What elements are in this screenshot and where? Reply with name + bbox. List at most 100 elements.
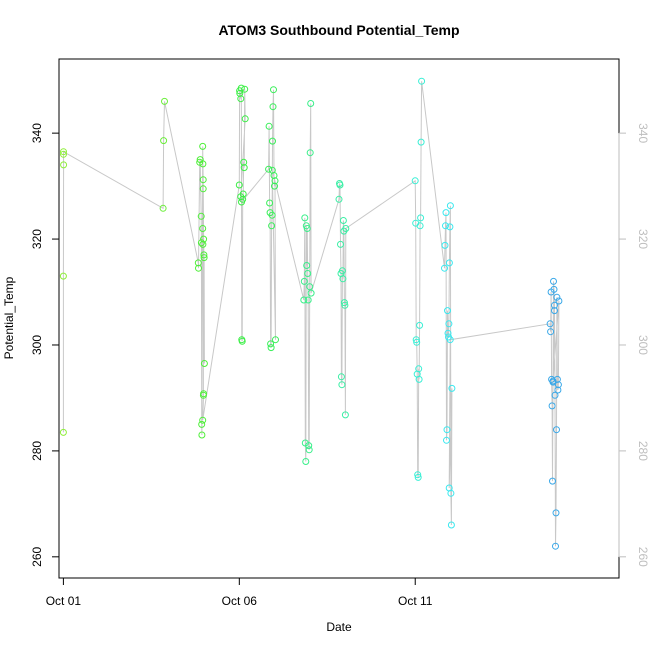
data-point-9-14 <box>553 293 561 301</box>
data-point-3-12 <box>241 115 249 123</box>
data-point-2-14 <box>200 360 208 367</box>
data-point-9-5 <box>549 477 556 485</box>
data-point-4-5 <box>267 344 275 352</box>
data-point-7-11 <box>417 214 425 222</box>
data-point-4-10 <box>270 86 277 94</box>
data-point-9-11 <box>552 542 559 550</box>
x-axis-label: Date <box>326 620 352 634</box>
y-tick-label-0: 260 <box>30 546 44 566</box>
data-point-4-0 <box>265 165 273 173</box>
data-point-3-4 <box>237 84 245 92</box>
data-point-5-1 <box>300 277 308 285</box>
y-right-tick-label-3: 320 <box>636 229 650 249</box>
y-right-tick-label-1: 280 <box>636 441 650 461</box>
data-point-9-4 <box>548 402 556 410</box>
data-point-9-10 <box>551 391 559 399</box>
data-point-8-16 <box>445 484 453 492</box>
chart-title: ATOM3 Southbound Potential_Temp <box>218 22 459 38</box>
data-point-6-14 <box>342 225 350 232</box>
data-point-4-13 <box>271 177 279 185</box>
data-point-7-10 <box>416 222 424 230</box>
data-point-2-19 <box>200 390 208 398</box>
data-point-3-11 <box>241 85 249 93</box>
data-point-5-11 <box>305 446 313 454</box>
data-point-3-9 <box>240 158 248 166</box>
data-point-4-2 <box>266 199 274 207</box>
data-point-0-3 <box>60 150 67 158</box>
data-point-3-10 <box>240 164 248 172</box>
data-point-8-5 <box>443 426 451 434</box>
data-point-7-7 <box>415 365 423 373</box>
data-point-4-8 <box>269 137 276 145</box>
data-point-6-2 <box>336 181 344 189</box>
data-point-8-4 <box>443 436 450 444</box>
data-point-6-5 <box>337 373 345 381</box>
data-point-0-2 <box>60 161 68 169</box>
y-axis-left: 260 280 300 320 340 <box>30 123 60 567</box>
data-point-2-4 <box>197 212 205 220</box>
data-point-2-16 <box>199 240 207 248</box>
data-point-9-9 <box>551 301 558 309</box>
x-tick-label-2: Oct 11 <box>398 594 433 608</box>
data-points <box>59 77 563 550</box>
data-point-2-15 <box>199 225 207 232</box>
data-point-4-1 <box>265 122 273 130</box>
data-point-5-7 <box>303 225 311 232</box>
x-tick-label-1: Oct 06 <box>222 594 258 608</box>
y-tick-label-2: 300 <box>30 335 44 355</box>
data-point-7-3 <box>413 338 421 346</box>
data-point-0-4 <box>60 148 67 156</box>
x-tick-label-0: Oct 01 <box>46 594 82 608</box>
data-point-9-18 <box>555 297 563 305</box>
data-point-9-20 <box>551 307 558 315</box>
data-point-6-8 <box>339 275 347 283</box>
y-right-tick-label-0: 260 <box>636 547 650 567</box>
data-point-8-2 <box>442 222 449 230</box>
data-point-6-11 <box>340 299 348 307</box>
data-point-8-9 <box>445 320 453 328</box>
data-point-2-5 <box>197 239 205 247</box>
data-point-8-0 <box>441 264 448 272</box>
data-point-5-6 <box>303 262 311 269</box>
data-point-8-10 <box>445 259 453 267</box>
data-point-4-7 <box>268 211 276 219</box>
data-point-6-12 <box>341 301 349 309</box>
y-right-tick-label-2: 300 <box>636 335 650 355</box>
y-tick-label-1: 280 <box>30 441 44 461</box>
data-point-9-19 <box>549 377 557 385</box>
data-point-9-8 <box>550 285 558 293</box>
data-point-6-9 <box>339 217 347 224</box>
data-point-2-17 <box>199 185 207 193</box>
data-point-9-13 <box>553 426 560 434</box>
data-point-3-6 <box>238 337 246 345</box>
data-point-3-0 <box>235 181 243 189</box>
data-point-2-9 <box>199 160 207 168</box>
data-point-9-1 <box>547 328 555 336</box>
data-point-7-8 <box>415 375 423 383</box>
data-point-7-5 <box>414 471 422 479</box>
data-point-2-7 <box>198 431 206 439</box>
data-point-8-12 <box>446 202 454 210</box>
data-point-6-13 <box>341 411 349 419</box>
data-point-4-12 <box>271 182 278 190</box>
data-point-2-13 <box>200 254 208 262</box>
data-point-6-6 <box>338 381 346 389</box>
series-connector-lines <box>62 81 560 547</box>
y-axis-label: Potential_Temp <box>2 276 16 359</box>
data-point-5-9 <box>304 296 312 304</box>
data-point-2-12 <box>200 251 208 259</box>
data-point-6-3 <box>337 240 344 248</box>
data-point-5-10 <box>305 442 313 450</box>
data-point-2-8 <box>199 142 207 150</box>
data-point-8-6 <box>444 307 451 315</box>
data-point-1-1 <box>160 137 168 145</box>
x-axis: Oct 01 Oct 06 Oct 11 <box>46 577 433 608</box>
data-point-8-3 <box>442 209 450 217</box>
data-point-7-13 <box>418 77 426 85</box>
data-point-9-12 <box>552 509 560 517</box>
data-point-5-8 <box>304 270 312 277</box>
data-point-1-2 <box>161 97 168 105</box>
data-point-9-15 <box>553 375 561 383</box>
data-point-7-2 <box>412 336 420 344</box>
